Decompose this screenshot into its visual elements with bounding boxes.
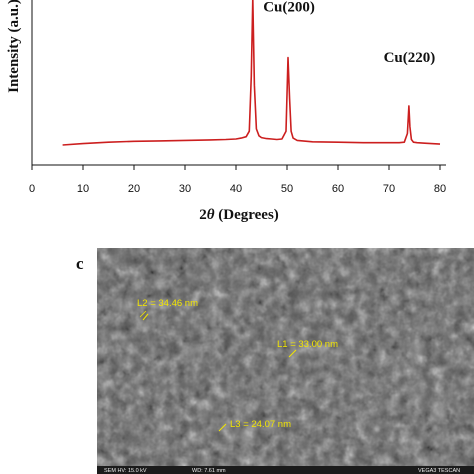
x-tick-label: 10: [77, 183, 89, 195]
xrd-chart: Intensity (a.u.) 0 10 20 30 40 50 60 70 80 Cu(20…: [6, 0, 446, 223]
x-axis-ticks: 0 10 20 30 40 50 60 70 80: [29, 165, 446, 195]
x-tick-label: 40: [230, 183, 242, 195]
peak-annotations: Cu(200) Cu(220): [263, 0, 435, 66]
sem-image: L2 = 34.46 nm L1 = 33.00 nm L3 = 24.07 n…: [97, 248, 474, 474]
x-tick-label: 60: [332, 183, 344, 195]
measurement-label-l1: L1 = 33.00 nm: [277, 339, 338, 350]
x-tick-label: 0: [29, 183, 35, 195]
peak-label-0: Cu(200): [263, 0, 315, 16]
y-axis-title: Intensity (a.u.): [6, 0, 22, 93]
x-tick-label: 50: [281, 183, 293, 195]
x-tick-label: 70: [383, 183, 395, 195]
x-tick-label: 80: [434, 183, 446, 195]
peak-label-1: Cu(220): [384, 50, 436, 66]
measurement-label-l3: L3 = 24.07 nm: [230, 419, 291, 430]
x-axis-title: 2θ (Degrees): [199, 207, 279, 223]
measurement-marker-l1: [288, 349, 297, 358]
x-tick-label: 20: [128, 183, 140, 195]
sem-info-hv: SEM HV: 15.0 kV: [104, 468, 147, 474]
x-tick-label: 30: [179, 183, 191, 195]
measurement-label-l2: L2 = 34.46 nm: [137, 298, 198, 309]
measurement-marker-l3: [218, 423, 227, 432]
sem-info-bar: [97, 466, 474, 474]
svg-text:Intensity (a.u.): Intensity (a.u.): [6, 0, 22, 93]
sem-info-wd: WD: 7.61 mm: [192, 468, 226, 474]
panel-label-c: c: [76, 254, 84, 273]
measurement-marker-l2: [139, 310, 149, 321]
xrd-pattern-line: [62, 0, 441, 146]
sem-info-vendor: VEGA3 TESCAN: [418, 468, 460, 474]
